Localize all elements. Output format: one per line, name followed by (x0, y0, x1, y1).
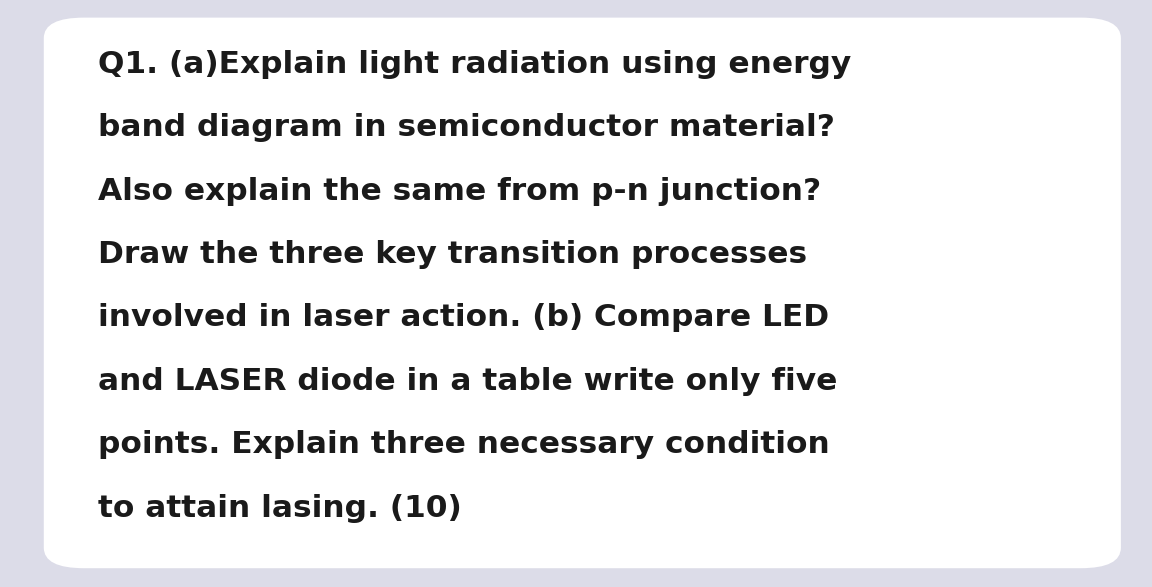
Text: Draw the three key transition processes: Draw the three key transition processes (98, 240, 808, 269)
Text: involved in laser action. (b) Compare LED: involved in laser action. (b) Compare LE… (98, 303, 829, 332)
Text: and LASER diode in a table write only five: and LASER diode in a table write only fi… (98, 367, 838, 396)
Text: Also explain the same from p-n junction?: Also explain the same from p-n junction? (98, 177, 821, 205)
Text: band diagram in semiconductor material?: band diagram in semiconductor material? (98, 113, 835, 142)
Text: Q1. (a)Explain light radiation using energy: Q1. (a)Explain light radiation using ene… (98, 50, 851, 79)
Text: to attain lasing. (10): to attain lasing. (10) (98, 494, 462, 522)
Text: points. Explain three necessary condition: points. Explain three necessary conditio… (98, 430, 829, 459)
FancyBboxPatch shape (44, 18, 1121, 568)
